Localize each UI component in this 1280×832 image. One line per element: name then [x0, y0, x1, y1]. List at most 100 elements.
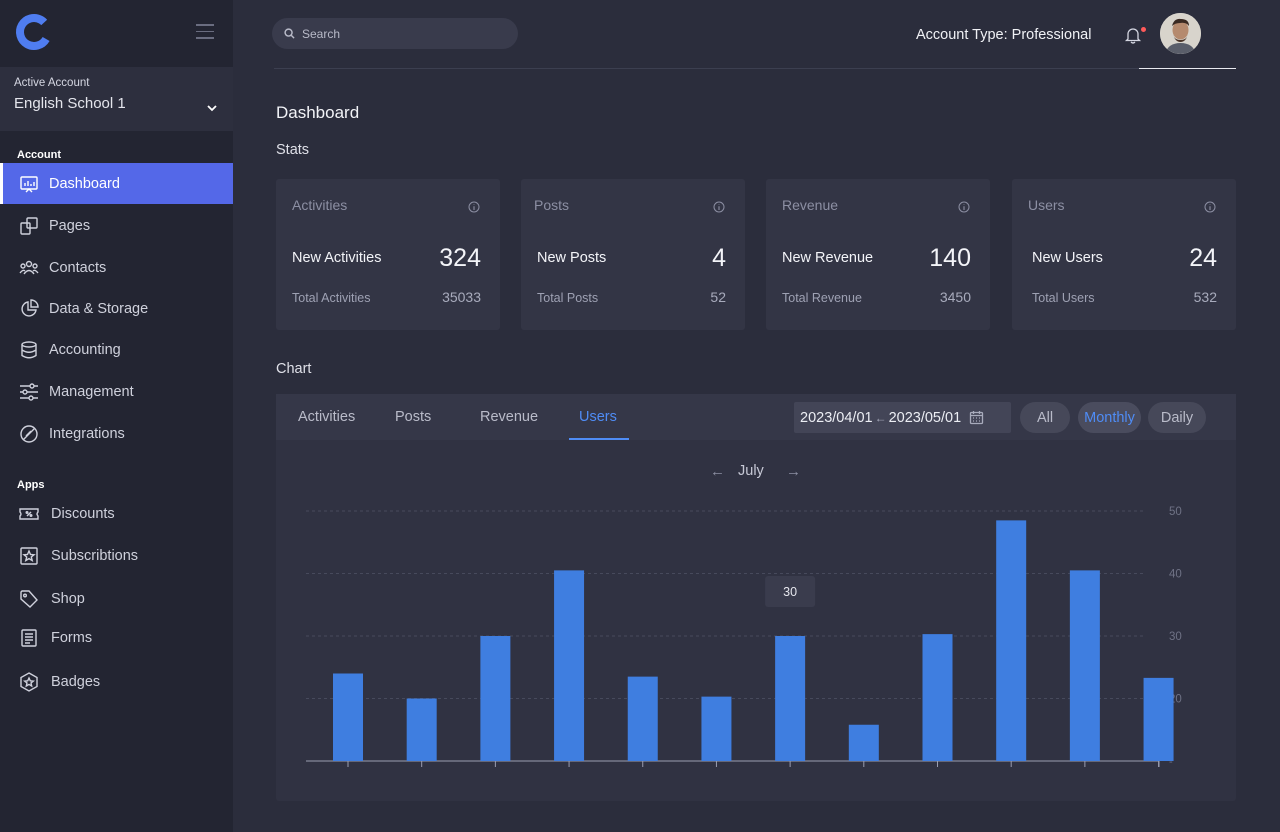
search-input[interactable]	[302, 26, 502, 41]
date-from: 2023/04/01	[800, 409, 873, 426]
period-all-button[interactable]: All	[1020, 402, 1070, 433]
period-daily-button[interactable]: Daily	[1148, 402, 1206, 433]
tab-revenue[interactable]: Revenue	[480, 409, 539, 425]
info-icon[interactable]	[468, 201, 480, 213]
sliders-icon	[18, 381, 40, 403]
stat-card-title: Users	[1028, 197, 1065, 213]
info-icon[interactable]	[958, 201, 970, 213]
sidebar-item-label: Subscribtions	[51, 547, 139, 564]
sidebar-item-label: Management	[49, 383, 134, 400]
sidebar-item-discounts[interactable]: Discounts	[0, 493, 233, 534]
stat-card-title: Revenue	[782, 197, 839, 213]
sidebar-item-badges[interactable]: Badges	[0, 661, 233, 702]
bar	[627, 676, 658, 761]
stat-new-value: 24	[1189, 244, 1217, 272]
active-tab-indicator	[569, 438, 629, 440]
bar	[480, 636, 511, 761]
dashboard-icon	[18, 173, 40, 195]
active-account-selector[interactable]: Active Account English School 1	[0, 67, 233, 131]
stat-total-value: 35033	[442, 289, 481, 305]
date-range-arrow: ←	[874, 410, 887, 425]
sidebar-item-integrations[interactable]: Integrations	[0, 413, 233, 454]
stat-card-title: Activities	[292, 197, 348, 213]
stat-total-label: Total Posts	[537, 291, 599, 305]
bar	[406, 698, 437, 761]
stat-new-label: New Users	[1032, 250, 1103, 266]
next-month-arrow[interactable]: →	[786, 463, 801, 480]
sidebar-item-dashboard[interactable]: Dashboard	[0, 163, 233, 204]
current-month-label: July	[738, 463, 764, 479]
sidebar-item-label: Pages	[49, 217, 91, 234]
account-type-label: Account Type: Professional	[916, 27, 1092, 43]
stat-new-value: 324	[439, 244, 481, 272]
y-tick-label: 50	[1169, 506, 1182, 518]
bar	[1069, 570, 1100, 761]
prev-month-arrow[interactable]: ←	[710, 463, 725, 480]
date-range-picker[interactable]: 2023/04/01 ← 2023/05/01	[794, 402, 1011, 433]
pages-icon	[18, 215, 40, 237]
info-icon[interactable]	[713, 201, 725, 213]
bar	[775, 636, 806, 761]
tab-posts[interactable]: Posts	[395, 409, 432, 425]
database-icon	[18, 339, 40, 361]
chart-panel: Activities Posts Revenue Users 2023/04/0…	[276, 394, 1236, 801]
menu-toggle-icon[interactable]	[196, 24, 214, 40]
stat-card-posts: Posts New Posts 4 Total Posts 52	[521, 179, 745, 330]
sidebar-item-label: Contacts	[49, 259, 107, 276]
sidebar-item-shop[interactable]: Shop	[0, 578, 233, 619]
sidebar-item-label: Forms	[51, 629, 93, 646]
bar	[848, 724, 879, 761]
sidebar-item-contacts[interactable]: Contacts	[0, 247, 233, 288]
y-tick-label: 30	[1169, 631, 1182, 643]
page-title: Dashboard	[276, 103, 360, 122]
stat-card-users: Users New Users 24 Total Users 532	[1012, 179, 1236, 330]
integrations-icon	[18, 423, 40, 445]
bar	[922, 634, 953, 761]
sidebar-item-pages[interactable]: Pages	[0, 205, 233, 246]
sidebar-item-data-storage[interactable]: Data & Storage	[0, 288, 233, 329]
stat-total-value: 52	[710, 289, 726, 305]
search-box[interactable]	[272, 18, 518, 49]
calendar-icon	[970, 411, 984, 425]
stat-total-value: 3450	[939, 289, 971, 305]
section-account-heading: Account	[17, 149, 61, 161]
stat-card-activities: Activities New Activities 324 Total Acti…	[276, 179, 500, 330]
y-tick-label: 40	[1169, 569, 1182, 581]
chevron-down-icon	[207, 105, 217, 112]
sidebar-item-label: Discounts	[51, 505, 115, 522]
stat-new-label: New Activities	[292, 250, 382, 266]
info-icon[interactable]	[1204, 201, 1216, 213]
date-to: 2023/05/01	[888, 409, 962, 426]
stat-card-title: Posts	[534, 197, 570, 213]
stat-total-label: Total Revenue	[782, 291, 862, 305]
stat-total-label: Total Users	[1032, 291, 1095, 305]
y-tick-label: -	[1169, 756, 1173, 768]
period-monthly-button[interactable]: Monthly	[1078, 402, 1141, 433]
bar	[701, 696, 732, 761]
avatar[interactable]	[1160, 13, 1201, 54]
notification-dot	[1141, 27, 1146, 32]
star-box-icon	[18, 545, 40, 567]
sidebar-item-subscribtions[interactable]: Subscribtions	[0, 535, 233, 576]
brand-logo-icon[interactable]	[14, 12, 54, 52]
stat-card-revenue: Revenue New Revenue 140 Total Revenue 34…	[766, 179, 990, 330]
chart-toolbar: Activities Posts Revenue Users 2023/04/0…	[276, 394, 1236, 440]
chart-heading: Chart	[276, 361, 312, 377]
sidebar-item-label: Dashboard	[49, 175, 120, 192]
tab-activities[interactable]: Activities	[298, 409, 356, 425]
stat-new-value: 140	[929, 244, 971, 272]
sidebar-item-management[interactable]: Management	[0, 371, 233, 412]
sidebar-item-forms[interactable]: Forms	[0, 617, 233, 658]
sidebar-item-label: Shop	[51, 590, 85, 607]
sidebar-item-label: Integrations	[49, 425, 125, 442]
chart-tooltip-value: 30	[783, 585, 797, 599]
notification-bell-icon[interactable]	[1123, 25, 1143, 45]
sidebar-item-accounting[interactable]: Accounting	[0, 329, 233, 370]
section-apps-heading: Apps	[17, 479, 45, 491]
stat-new-label: New Revenue	[782, 250, 874, 266]
badge-icon	[18, 671, 40, 693]
tab-users[interactable]: Users	[579, 409, 617, 425]
pie-chart-icon	[18, 298, 40, 320]
stat-total-label: Total Activities	[292, 291, 371, 305]
active-account-value: English School 1	[14, 95, 126, 112]
